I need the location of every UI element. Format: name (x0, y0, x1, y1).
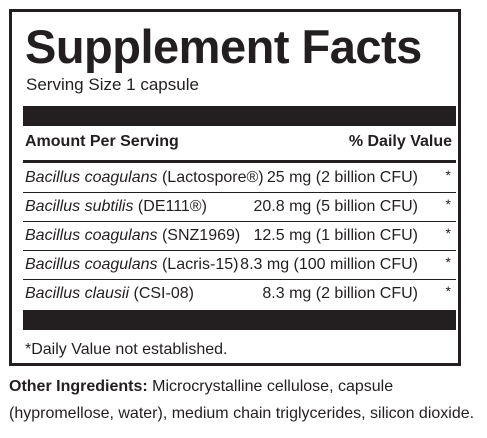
ingredient-name: Bacillus coagulans (Lacris-15) (25, 254, 238, 276)
other-ingredients-label: Other Ingredients: (9, 378, 148, 395)
ingredient-row: Bacillus clausii (CSI-08) 8.3 mg (2 bill… (25, 283, 454, 305)
daily-value-asterisk: * (445, 254, 451, 270)
strain-name: (CSI-08) (129, 285, 194, 302)
row-divider (23, 221, 456, 222)
ingredient-row: Bacillus coagulans (SNZ1969) 12.5 mg (1 … (25, 225, 454, 247)
supplement-facts-panel: Supplement Facts Serving Size 1 capsule … (9, 9, 461, 366)
header-divider (23, 160, 456, 163)
ingredient-amount: 8.3 mg (100 million CFU) (240, 256, 418, 273)
daily-value-asterisk: * (445, 196, 451, 212)
panel-title: Supplement Facts (25, 20, 422, 73)
ingredient-amount: 25 mg (2 billion CFU) (266, 169, 418, 186)
strain-name: (SNZ1969) (157, 227, 241, 244)
ingredient-name: Bacillus coagulans (Lactospore®) (25, 167, 264, 189)
amount-per-serving-heading: Amount Per Serving (25, 133, 179, 150)
row-divider (23, 250, 456, 251)
row-divider (23, 279, 456, 280)
daily-value-heading: % Daily Value (348, 133, 452, 150)
serving-size: Serving Size 1 capsule (26, 75, 199, 94)
species-name: Bacillus coagulans (25, 169, 158, 186)
table-header: Amount Per Serving % Daily Value (25, 133, 454, 159)
daily-value-asterisk: * (445, 225, 451, 241)
strain-name: (DE111®) (133, 198, 207, 215)
daily-value-footnote: *Daily Value not established. (25, 341, 228, 358)
species-name: Bacillus coagulans (25, 256, 158, 273)
ingredient-row: Bacillus coagulans (Lactospore®) 25 mg (… (25, 167, 454, 189)
strain-name: (Lactospore®) (157, 169, 264, 186)
row-divider (23, 192, 456, 193)
other-ingredients-text: Microcrystalline cellulose, capsule (hyp… (9, 378, 475, 422)
ingredient-row: Bacillus subtilis (DE111®) 20.8 mg (5 bi… (25, 196, 454, 218)
strain-name: (Lacris-15) (157, 256, 239, 273)
ingredient-amount: 20.8 mg (5 billion CFU) (253, 198, 419, 215)
ingredient-name: Bacillus subtilis (DE111®) (25, 196, 207, 218)
ingredient-amount: 8.3 mg (2 billion CFU) (262, 285, 418, 302)
species-name: Bacillus coagulans (25, 227, 158, 244)
daily-value-asterisk: * (445, 167, 451, 183)
ingredient-name: Bacillus coagulans (SNZ1969) (25, 225, 240, 247)
species-name: Bacillus clausii (25, 285, 130, 302)
ingredient-name: Bacillus clausii (CSI-08) (25, 283, 194, 305)
ingredient-amount: 12.5 mg (1 billion CFU) (253, 227, 419, 244)
ingredient-row: Bacillus coagulans (Lacris-15) 8.3 mg (1… (25, 254, 454, 276)
other-ingredients: Other Ingredients: Microcrystalline cell… (9, 373, 479, 427)
thick-divider-top (23, 106, 456, 126)
thick-divider-bottom (23, 310, 456, 330)
daily-value-asterisk: * (445, 283, 451, 299)
species-name: Bacillus subtilis (25, 198, 134, 215)
